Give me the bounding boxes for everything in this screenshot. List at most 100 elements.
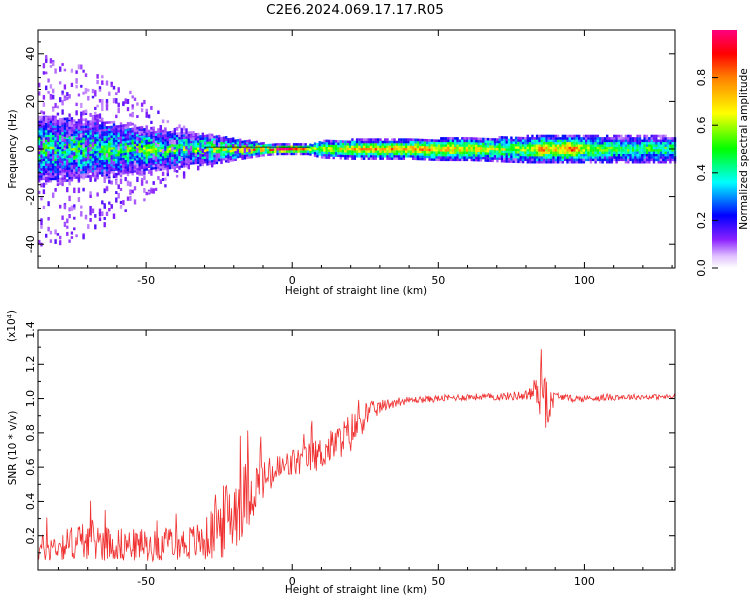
heatmap-cell [400, 147, 403, 151]
heatmap-cell [662, 137, 665, 140]
heatmap-cell [545, 141, 548, 145]
heatmap-cell [362, 152, 366, 156]
heatmap-cell [40, 177, 43, 181]
heatmap-cell [330, 142, 333, 145]
heatmap-cell [117, 139, 120, 142]
heatmap-cell [521, 160, 525, 164]
heatmap-cell [45, 153, 48, 157]
heatmap-cell [519, 146, 522, 149]
heatmap-cell [666, 144, 670, 147]
heatmap-cell [334, 147, 338, 150]
heatmap-cell [222, 148, 226, 151]
heatmap-cell [468, 146, 471, 150]
heatmap-cell [302, 147, 305, 151]
heatmap-cell [239, 141, 242, 147]
heatmap-cell [622, 144, 625, 147]
heatmap-cell [129, 132, 132, 136]
heatmap-cell [451, 149, 455, 152]
heatmap-cell [180, 141, 183, 144]
heatmap-cell [110, 204, 113, 209]
heatmap-cell [440, 141, 443, 145]
heatmap-cell [80, 128, 83, 131]
heatmap-cell [66, 153, 69, 156]
heatmap-cell [49, 65, 53, 68]
heatmap-cell [124, 126, 127, 129]
heatmap-cell [225, 159, 228, 163]
heatmap-cell [89, 112, 92, 117]
heatmap-cell [122, 102, 125, 107]
heatmap-cell [442, 141, 445, 145]
heatmap-cell [369, 154, 373, 158]
heatmap-cell [657, 134, 660, 138]
heatmap-cell [40, 134, 43, 138]
heatmap-cell [101, 145, 104, 149]
heatmap-cell [503, 143, 506, 146]
heatmap-cell [232, 149, 235, 152]
heatmap-cell [566, 149, 569, 152]
heatmap-cell [105, 142, 109, 146]
heatmap-cell [629, 151, 632, 154]
heatmap-cell [225, 143, 228, 148]
heatmap-cell [454, 158, 457, 162]
heatmap-cell [98, 130, 102, 135]
heatmap-cell [423, 148, 427, 151]
heatmap-cell [103, 154, 106, 158]
heatmap-cell [377, 147, 380, 151]
heatmap-cell [540, 158, 543, 162]
heatmap-cell [110, 144, 113, 148]
heatmap-cell [461, 137, 464, 140]
heatmap-cell [402, 154, 406, 158]
heatmap-cell [84, 88, 88, 94]
heatmap-cell [180, 136, 183, 140]
heatmap-cell [89, 141, 92, 145]
heatmap-cell [84, 123, 88, 126]
heatmap-cell [377, 138, 380, 141]
heatmap-cell [325, 146, 328, 150]
heatmap-cell [250, 141, 254, 145]
heatmap-cell [218, 139, 221, 143]
heatmap-cell [122, 155, 125, 158]
heatmap-cell [117, 151, 120, 154]
heatmap-cell [152, 181, 155, 185]
heatmap-cell [94, 214, 97, 218]
heatmap-cell [610, 146, 614, 150]
heatmap-cell [84, 132, 88, 136]
heatmap-cell [73, 133, 76, 137]
heatmap-cell [309, 143, 312, 147]
heatmap-cell [84, 135, 88, 138]
heatmap-cell [52, 108, 55, 112]
heatmap-cell [578, 146, 581, 150]
heatmap-cell [157, 142, 160, 145]
heatmap-cell [42, 205, 46, 210]
heatmap-cell [122, 161, 125, 167]
heatmap-cell [182, 171, 186, 177]
heatmap-cell [175, 165, 179, 169]
heatmap-cell [119, 200, 123, 205]
heatmap-cell [608, 151, 611, 154]
heatmap-cell [454, 144, 457, 147]
heatmap-cell [248, 156, 251, 159]
heatmap-cell [241, 152, 244, 156]
heatmap-cell [666, 158, 670, 162]
heatmap-cell [161, 155, 165, 159]
heatmap-cell [419, 155, 422, 158]
heatmap-cell [510, 143, 513, 147]
heatmap-cell [463, 156, 466, 159]
heatmap-cell [374, 150, 377, 153]
heatmap-cell [503, 145, 506, 149]
heatmap-cell [101, 128, 104, 132]
heatmap-cell [444, 153, 448, 157]
heatmap-cell [384, 154, 387, 158]
heatmap-cell [601, 149, 604, 152]
heatmap-cell [596, 134, 600, 138]
heatmap-cell [49, 158, 53, 162]
heatmap-cell [115, 98, 118, 104]
heatmap-cell [568, 151, 571, 154]
heatmap-cell [489, 152, 492, 155]
heatmap-cell [554, 149, 557, 152]
heatmap-cell [96, 134, 99, 137]
heatmap-cell [344, 142, 347, 146]
heatmap-cell [519, 153, 522, 157]
heatmap-cell [157, 159, 160, 162]
heatmap-cell [59, 132, 62, 135]
